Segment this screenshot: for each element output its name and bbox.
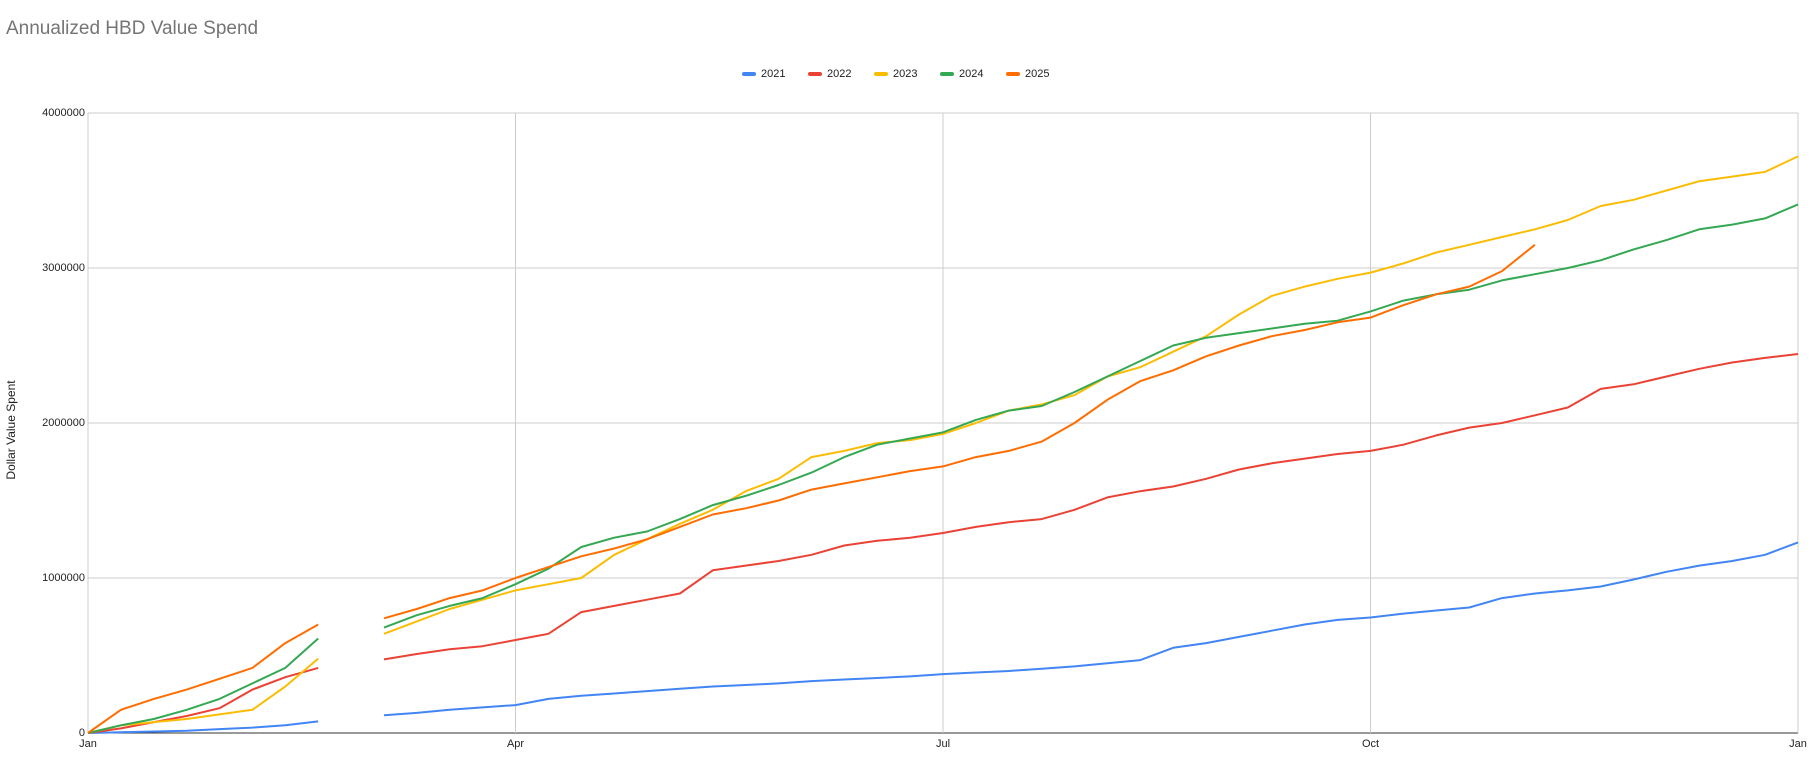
y-tick-label: 4000000 bbox=[42, 107, 85, 119]
x-tick-label: Oct bbox=[1362, 738, 1379, 750]
legend-label: 2022 bbox=[827, 68, 851, 80]
y-tick-label: 0 bbox=[79, 727, 85, 739]
y-tick-label: 2000000 bbox=[42, 417, 85, 429]
series-line bbox=[87, 541, 1799, 734]
y-tick-label: 1000000 bbox=[42, 572, 85, 584]
legend-label: 2024 bbox=[959, 68, 983, 80]
y-tick-label: 3000000 bbox=[42, 262, 85, 274]
x-tick-label: Jul bbox=[936, 738, 950, 750]
series-line bbox=[87, 244, 1536, 734]
legend-label: 2021 bbox=[761, 68, 785, 80]
series-line bbox=[87, 353, 1799, 734]
x-tick-label: Jan bbox=[1789, 738, 1807, 750]
series-line bbox=[87, 203, 1799, 734]
y-axis-label: Dollar Value Spent bbox=[4, 380, 18, 480]
chart-title: Annualized HBD Value Spend bbox=[6, 18, 258, 39]
x-tick-label: Jan bbox=[79, 738, 97, 750]
legend-label: 2023 bbox=[893, 68, 917, 80]
x-tick-label: Apr bbox=[507, 738, 524, 750]
legend-label: 2025 bbox=[1025, 68, 1049, 80]
